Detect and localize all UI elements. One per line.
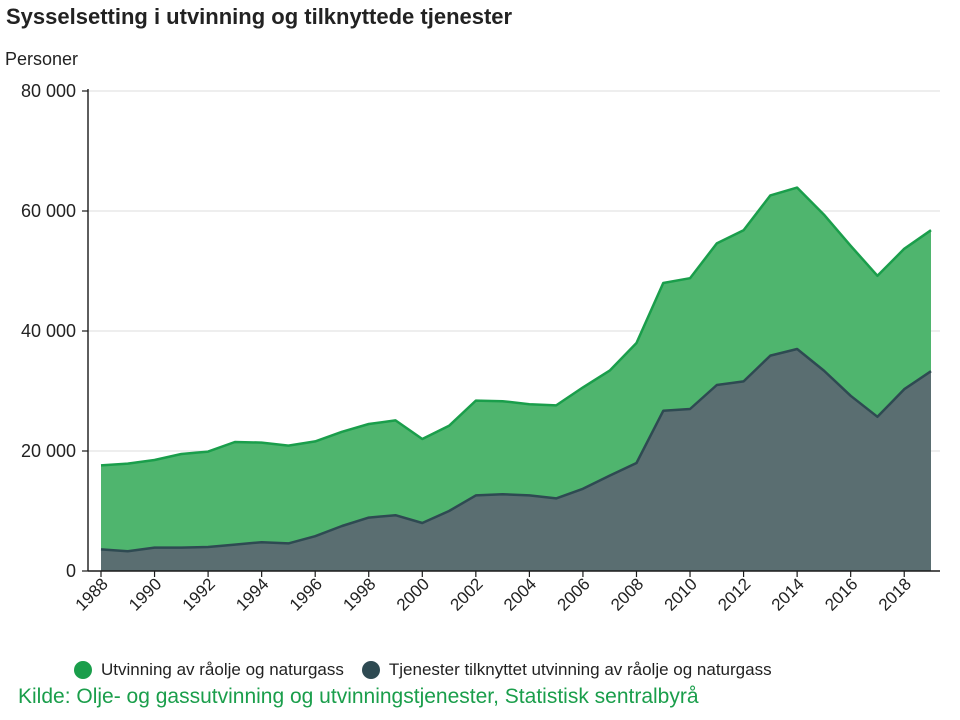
x-tick-label: 2004 <box>500 574 540 614</box>
y-tick-label: 80 000 <box>21 81 76 101</box>
x-tick-label: 2016 <box>821 574 861 614</box>
line-production <box>100 186 932 467</box>
y-tick-label: 40 000 <box>21 321 76 341</box>
line-services <box>100 347 932 553</box>
x-tick-label: 2002 <box>446 574 486 614</box>
y-axis-label: Personer <box>5 49 79 69</box>
area-services <box>101 349 931 571</box>
area-production <box>101 187 931 552</box>
source-note: Kilde: Olje- og gassutvinning og utvinni… <box>18 685 699 708</box>
legend-label-production: Utvinning av råolje og naturgass <box>101 660 344 679</box>
y-tick-label: 0 <box>66 561 76 581</box>
legend-item-services: Tjenester tilknyttet utvinning av råolje… <box>361 660 772 680</box>
x-tick-label: 1996 <box>286 574 326 614</box>
y-tick-labels: 0 20 000 40 000 60 000 80 000 <box>21 81 88 581</box>
x-tick-label: 2010 <box>661 574 701 614</box>
legend-swatch-production <box>74 661 92 679</box>
x-tick-label: 1992 <box>179 574 219 614</box>
x-tick-label: 2014 <box>768 574 808 614</box>
x-tick-label: 2000 <box>393 574 433 614</box>
chart-areas <box>100 186 932 571</box>
chart-title: Sysselsetting i utvinning og tilknyttede… <box>6 4 513 29</box>
x-tick-label: 1988 <box>72 574 112 614</box>
y-tick-label: 20 000 <box>21 441 76 461</box>
x-tick-label: 2012 <box>714 574 754 614</box>
axes <box>87 89 940 572</box>
x-tick-label: 2008 <box>607 574 647 614</box>
legend-item-production: Utvinning av råolje og naturgass <box>74 660 344 680</box>
legend-label-services: Tjenester tilknyttet utvinning av råolje… <box>388 660 772 679</box>
x-tick-label: 1998 <box>339 574 379 614</box>
x-tick-labels: 1988 1990 1992 1994 1996 1998 2000 2002 2004 2006… <box>72 571 915 615</box>
legend: Utvinning av råolje og naturgass Tjenest… <box>74 660 790 680</box>
y-tick-label: 60 000 <box>21 201 76 221</box>
x-tick-label: 1990 <box>125 574 165 614</box>
legend-swatch-services <box>361 661 380 679</box>
x-tick-label: 1994 <box>232 574 272 614</box>
x-tick-label: 2006 <box>554 574 594 614</box>
x-tick-label: 2018 <box>875 574 915 614</box>
